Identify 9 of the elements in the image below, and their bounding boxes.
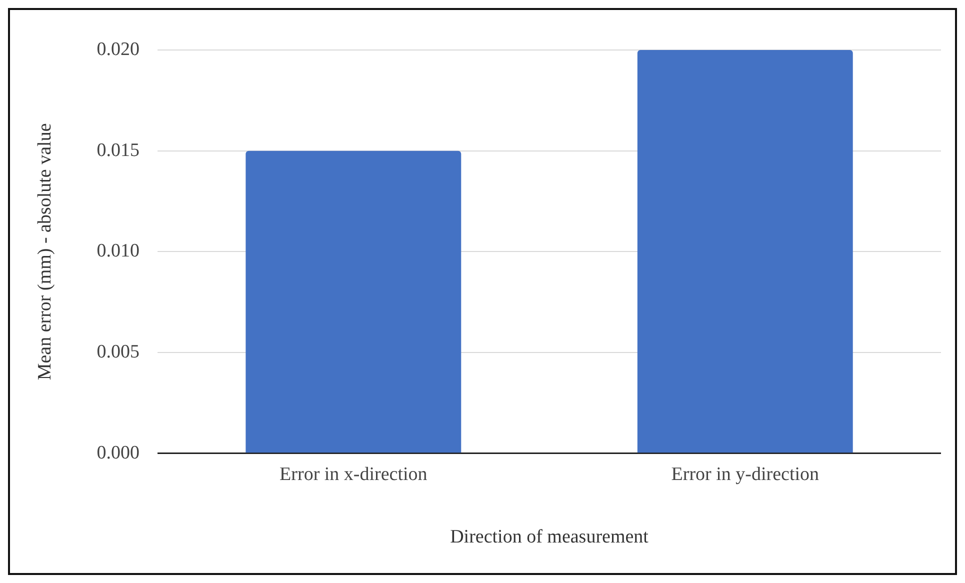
y-tick-label: 0.010	[96, 240, 140, 262]
x-axis-title: Direction of measurement	[450, 526, 650, 548]
x-tick-label: Error in x-direction	[280, 464, 428, 485]
x-tick-label: Error in y-direction	[671, 464, 820, 485]
y-axis-title: Mean error (mm) - absolute value	[34, 123, 56, 380]
y-tick-label: 0.020	[96, 38, 140, 60]
y-tick-label: 0.000	[96, 442, 140, 464]
y-tick-label: 0.005	[96, 342, 140, 363]
y-tick-label: 0.015	[96, 140, 140, 161]
